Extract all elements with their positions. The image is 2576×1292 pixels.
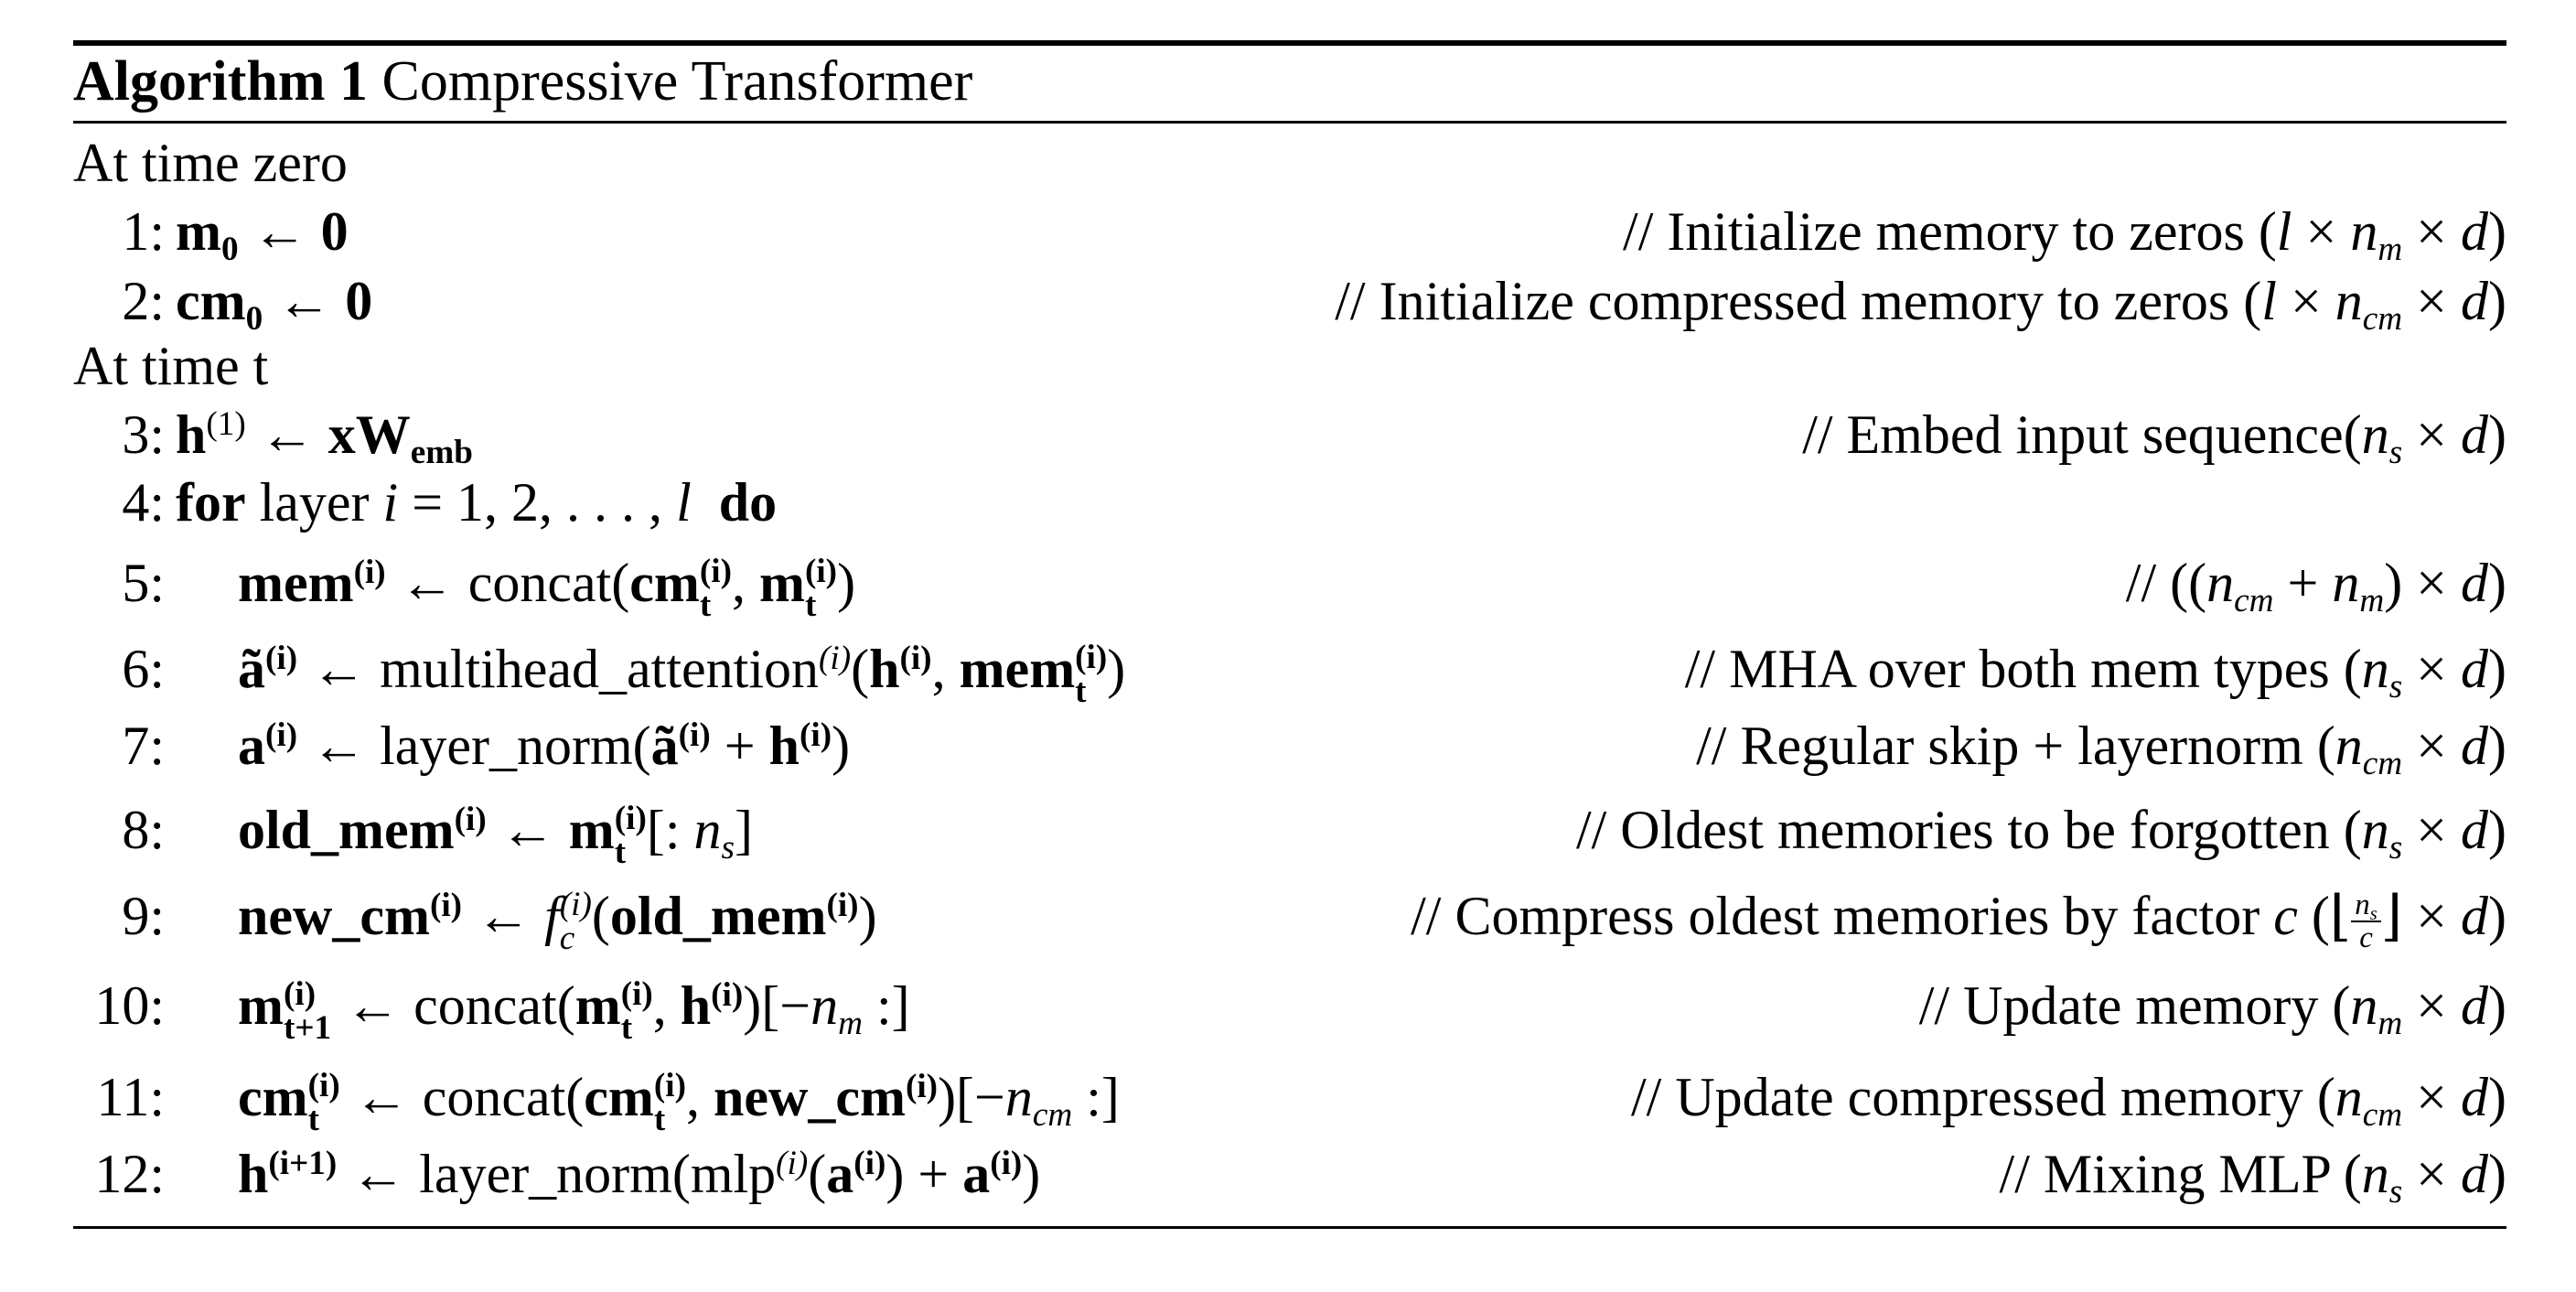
caption-label: Algorithm 1 — [73, 50, 369, 113]
line-statement: mem(i) ← concat(cm (i) t, m (i) t) — [238, 553, 856, 625]
line-comment: // Compress oldest memories by factor c … — [1411, 886, 2506, 955]
algorithm-block: Algorithm 1 Compressive Transformer At t… — [73, 0, 2506, 1292]
algorithm-line-9: 9: new_cm(i) ← f (i) c (old_mem(i)) // Comp… — [73, 875, 2506, 957]
line-number: 9: — [122, 886, 165, 946]
section-heading-time-zero: At time zero — [73, 133, 348, 193]
comment-text: // Oldest memories to be forgotten — [1575, 800, 2330, 860]
algorithm-line-10: 10: m (i) t+1 ← concat(m (i) t, h(i))[−nm :]… — [73, 964, 2506, 1047]
line-statement: cm (i) t ← concat(cm (i) t, new_cm(i))[−ncm … — [238, 1067, 1120, 1139]
line-statement: m (i) t+1 ← concat(m (i) t, h(i))[−nm :] — [238, 975, 910, 1048]
comment-text: // Compress oldest memories by factor — [1411, 886, 2260, 946]
line-number: 12: — [94, 1144, 165, 1204]
algorithm-line-7: 7: a(i) ← layer_norm(ã(i) + h(i)) // Reg… — [73, 705, 2506, 787]
func-concat: concat — [467, 553, 612, 613]
caption-rule — [73, 121, 2506, 124]
algorithm-line-2: 2: cm0 ← 0 // Initialize compressed memo… — [73, 260, 2506, 342]
keyword-for: for — [176, 472, 246, 533]
line-statement: ã(i) ← multihead_attention(i)(h(i), mem(… — [238, 639, 1126, 711]
line-number: 5: — [122, 553, 165, 613]
line-comment: // Initialize memory to zeros (l × nm × … — [1623, 201, 2506, 269]
line-comment: // Update compressed memory (ncm × d) — [1631, 1067, 2506, 1135]
algorithm-line-8: 8: old_mem(i) ← m (i) t [: ns] // Oldest me… — [73, 789, 2506, 871]
algorithm-line-3: 3: h(1) ← xWemb // Embed input sequence(… — [73, 393, 2506, 476]
line-number: 2: — [122, 271, 165, 331]
algorithm-line-1: 1: m0 ← 0 // Initialize memory to zeros … — [73, 190, 2506, 273]
line-number: 4: — [122, 472, 165, 533]
algorithm-line-11: 11: cm (i) t ← concat(cm (i) t, new_cm(i))[−… — [73, 1056, 2506, 1138]
line-comment: // MHA over both mem types (ns × d) — [1684, 639, 2506, 706]
comment-text: // Update memory — [1918, 975, 2319, 1036]
algorithm-line-5: 5: mem(i) ← concat(cm (i) t, m (i) t) // ((n… — [73, 542, 2506, 624]
comment-text: // Update compressed memory — [1631, 1067, 2303, 1127]
func-mlp: mlp — [690, 1144, 777, 1204]
keyword-do: do — [718, 472, 778, 533]
line-number: 7: — [122, 716, 165, 776]
line-number: 1: — [122, 201, 165, 262]
top-rule — [73, 40, 2506, 46]
func-layer-norm: layer_norm — [380, 716, 633, 776]
comment-text: // Initialize memory to zeros — [1623, 201, 2245, 262]
line-comment: // Update memory (nm × d) — [1918, 975, 2506, 1043]
line-statement: h(1) ← xWemb — [176, 404, 473, 472]
comment-text: // Mixing MLP — [1999, 1144, 2330, 1204]
line-number: 6: — [122, 639, 165, 699]
line-number: 10: — [94, 975, 165, 1036]
algorithm-line-12: 12: h(i+1) ← layer_norm(mlp(i)(a(i)) + a… — [73, 1133, 2506, 1215]
algorithm-caption: Algorithm 1 Compressive Transformer — [73, 51, 972, 112]
keyword-layer: layer — [259, 472, 370, 533]
comment-text: // Initialize compressed memory to zeros — [1335, 271, 2230, 331]
comment-text: // Embed input sequence — [1802, 404, 2344, 465]
line-comment: // Mixing MLP (ns × d) — [1999, 1144, 2506, 1211]
bottom-rule — [73, 1226, 2506, 1229]
line-comment: // Regular skip + layernorm (ncm × d) — [1696, 716, 2506, 783]
line-statement: cm0 ← 0 — [176, 271, 373, 339]
comment-text: // — [2125, 553, 2157, 613]
func-concat: concat — [422, 1067, 566, 1127]
func-layer-norm: layer_norm — [419, 1144, 672, 1204]
line-statement: new_cm(i) ← f (i) c (old_mem(i)) — [238, 886, 877, 958]
line-comment: // Initialize compressed memory to zeros… — [1335, 271, 2506, 339]
algorithm-line-4: 4: for layer i = 1, 2, . . . , l do — [73, 461, 2506, 544]
line-comment: // Oldest memories to be forgotten (ns ×… — [1575, 800, 2506, 867]
line-statement: old_mem(i) ← m (i) t [: ns] — [238, 800, 753, 872]
algorithm-line-6: 6: ã(i) ← multihead_attention(i)(h(i), m… — [73, 628, 2506, 710]
line-number: 8: — [122, 800, 165, 860]
comment-text: // Regular skip + layernorm — [1696, 716, 2303, 776]
line-number: 11: — [96, 1067, 165, 1127]
section-heading-time-t: At time t — [73, 336, 269, 396]
line-comment: // Embed input sequence(ns × d) — [1802, 404, 2506, 472]
line-number: 3: — [122, 404, 165, 465]
func-concat: concat — [413, 975, 557, 1036]
comment-text: // MHA over both mem types — [1684, 639, 2330, 699]
line-statement: a(i) ← layer_norm(ã(i) + h(i)) — [238, 716, 851, 776]
line-comment: // ((ncm + nm) × d) — [2125, 553, 2506, 620]
line-statement: m0 ← 0 — [176, 201, 349, 269]
caption-title: Compressive Transformer — [381, 50, 973, 113]
line-statement: for layer i = 1, 2, . . . , l do — [176, 472, 778, 533]
func-multihead-attention: multihead_attention — [380, 639, 819, 699]
line-statement: h(i+1) ← layer_norm(mlp(i)(a(i)) + a(i)) — [238, 1144, 1041, 1204]
